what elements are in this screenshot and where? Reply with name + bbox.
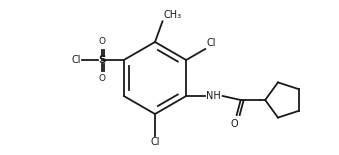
- Text: S: S: [98, 55, 105, 65]
- Text: NH: NH: [206, 91, 221, 101]
- Text: O: O: [98, 37, 105, 46]
- Text: O: O: [98, 74, 105, 83]
- Text: O: O: [231, 119, 239, 128]
- Text: Cl: Cl: [71, 55, 81, 65]
- Text: Cl: Cl: [150, 137, 160, 147]
- Text: CH₃: CH₃: [163, 10, 182, 20]
- Text: Cl: Cl: [206, 38, 216, 48]
